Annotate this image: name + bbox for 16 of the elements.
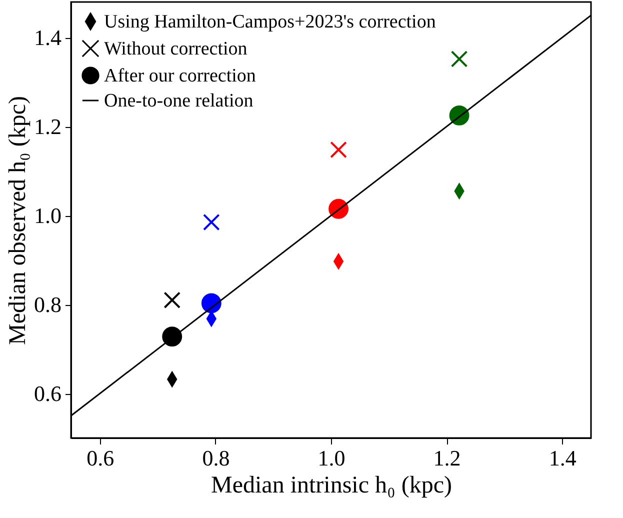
x-axis-title: Median intrinsic h₀ (kpc) (211, 472, 452, 498)
y-tick-label: 1.0 (34, 203, 62, 228)
y-tick-label: 1.2 (34, 114, 62, 140)
legend-label: Without correction (104, 38, 248, 60)
legend-label: After our correction (104, 66, 256, 86)
y-tick-label: 0.8 (34, 292, 62, 318)
y-axis-title: Median observed h₀ (kpc) (5, 96, 31, 345)
x-tick-label: 0.6 (86, 446, 114, 470)
x-tick-label: 1.0 (318, 446, 346, 470)
x-tick-label: 0.8 (202, 446, 230, 470)
x-tick-label: 1.4 (548, 446, 576, 470)
y-tick-label: 1.4 (34, 25, 62, 50)
x-tick-label: 1.2 (433, 446, 461, 470)
y-tick-label: 0.6 (34, 381, 62, 406)
legend-label: Using Hamilton-Campos+2023's correction (104, 12, 436, 32)
legend-label: One-to-one relation (104, 90, 254, 112)
